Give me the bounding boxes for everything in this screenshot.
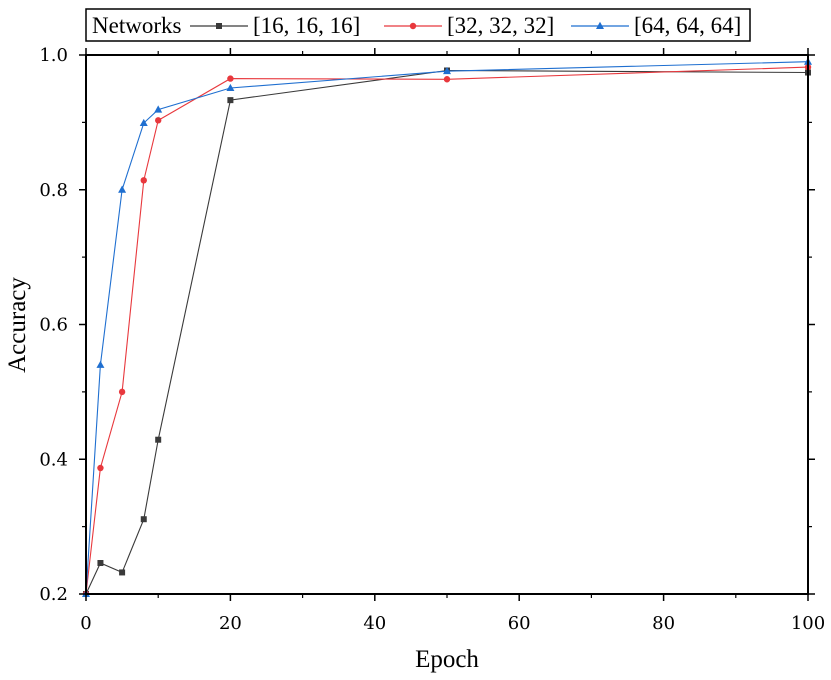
- data-point: [140, 177, 147, 184]
- legend-label: [64, 64, 64]: [634, 13, 741, 38]
- x-tick-label: 100: [791, 613, 825, 634]
- data-point: [226, 83, 235, 92]
- data-point: [119, 569, 126, 576]
- y-tick-label: 1.0: [39, 45, 68, 66]
- y-axis-title: Accuracy: [4, 277, 31, 373]
- x-axis-title: Epoch: [415, 646, 479, 673]
- legend-marker: [216, 23, 222, 29]
- series-2: [82, 63, 812, 598]
- legend-marker: [409, 22, 417, 30]
- legend-item-1: [16, 16, 16]: [190, 13, 360, 38]
- legend: Networks [16, 16, 16] [32, 32, 32] [64, 64…: [85, 8, 751, 42]
- series-line: [85, 66, 809, 595]
- x-tick-label: 20: [219, 613, 242, 634]
- data-point: [155, 117, 162, 124]
- legend-item-3: [64, 64, 64]: [571, 13, 741, 38]
- legend-box: [85, 8, 751, 42]
- data-point: [118, 388, 126, 396]
- x-tick-label: 0: [80, 613, 91, 634]
- data-point: [443, 76, 451, 83]
- x-tick-label: 60: [508, 613, 531, 634]
- series-line: [85, 69, 809, 595]
- data-point: [140, 516, 147, 523]
- y-tick-label: 0.8: [39, 180, 68, 201]
- data-point: [443, 66, 451, 75]
- data-point: [154, 105, 163, 113]
- y-tick-label: 0.6: [39, 315, 68, 336]
- data-point: [97, 560, 104, 567]
- series-line: [85, 61, 809, 595]
- data-point: [227, 97, 234, 104]
- legend-title: Networks: [92, 13, 181, 38]
- legend-label: [32, 32, 32]: [447, 13, 554, 38]
- data-point: [139, 118, 148, 127]
- data-point: [118, 185, 127, 193]
- legend-label: [16, 16, 16]: [253, 13, 360, 38]
- series-1: [83, 67, 811, 597]
- data-point: [96, 360, 105, 368]
- legend-item-2: [32, 32, 32]: [384, 13, 554, 38]
- plot-frame: [85, 54, 809, 595]
- y-tick-label: 0.4: [39, 449, 68, 470]
- legend-marker: [596, 21, 604, 29]
- data-point: [227, 75, 234, 82]
- y-tick-label: 0.2: [39, 584, 68, 605]
- data-point: [97, 464, 104, 472]
- data-point: [155, 436, 162, 443]
- series-3: [82, 57, 812, 597]
- x-tick-label: 80: [652, 613, 675, 634]
- x-tick-label: 40: [363, 613, 386, 634]
